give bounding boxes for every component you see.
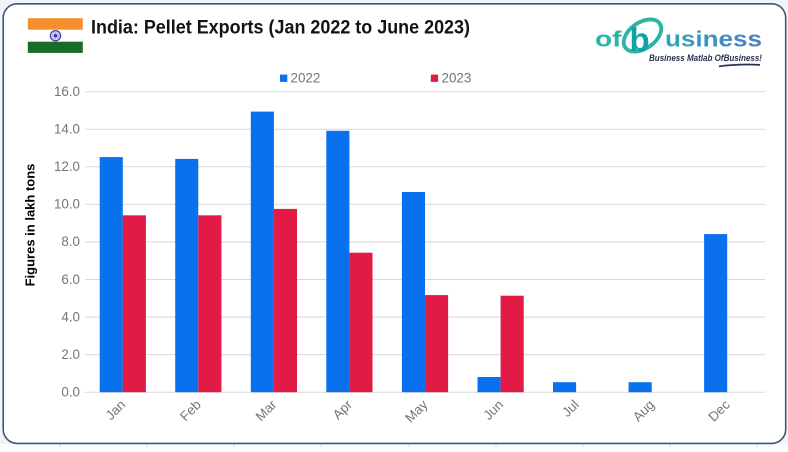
svg-text:0.0: 0.0 bbox=[61, 385, 80, 400]
svg-text:usiness: usiness bbox=[665, 27, 762, 52]
svg-text:6.0: 6.0 bbox=[61, 272, 80, 287]
svg-text:of: of bbox=[595, 27, 622, 52]
svg-text:16.0: 16.0 bbox=[54, 84, 80, 99]
svg-text:2.0: 2.0 bbox=[61, 347, 80, 362]
svg-text:India: Pellet Exports (Jan 202: India: Pellet Exports (Jan 2022 to June … bbox=[91, 17, 470, 39]
svg-text:b: b bbox=[630, 21, 650, 58]
svg-text:10.0: 10.0 bbox=[54, 197, 80, 212]
svg-text:Business Matlab OfBusiness!: Business Matlab OfBusiness! bbox=[649, 53, 762, 63]
svg-text:4.0: 4.0 bbox=[61, 309, 80, 324]
svg-text:2023: 2023 bbox=[442, 71, 472, 86]
svg-text:Figures in lakh tons: Figures in lakh tons bbox=[23, 164, 38, 287]
svg-text:14.0: 14.0 bbox=[54, 122, 80, 137]
svg-text:12.0: 12.0 bbox=[54, 159, 80, 174]
svg-text:8.0: 8.0 bbox=[61, 234, 80, 249]
svg-text:2022: 2022 bbox=[291, 71, 321, 86]
